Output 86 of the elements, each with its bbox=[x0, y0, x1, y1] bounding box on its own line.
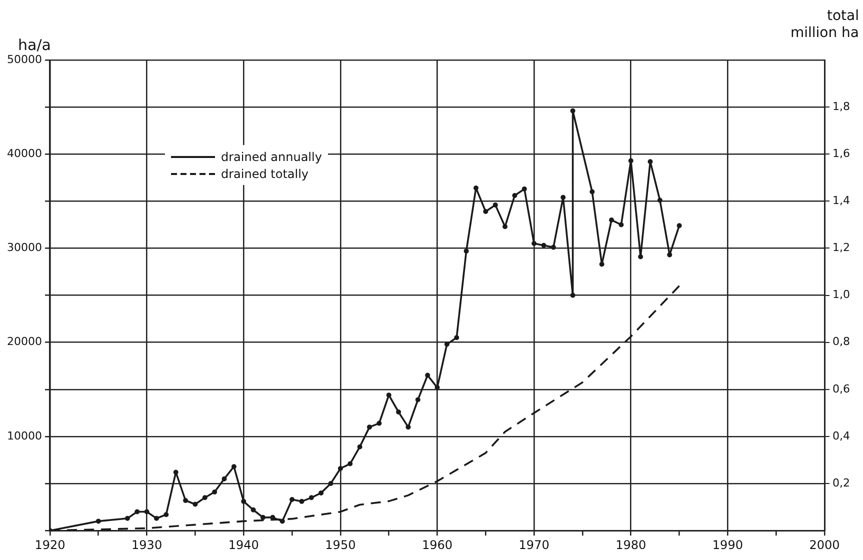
x-tick-label: 1940 bbox=[228, 538, 259, 552]
point bbox=[212, 490, 218, 495]
point bbox=[270, 514, 276, 520]
point bbox=[290, 497, 295, 502]
point bbox=[434, 385, 440, 390]
point bbox=[483, 209, 488, 214]
x-tick-label: 2000 bbox=[809, 538, 840, 552]
y2-tick-label: 0,2 bbox=[832, 476, 850, 490]
y2-tick-label: 0,4 bbox=[832, 429, 850, 442]
point bbox=[444, 342, 450, 347]
y2-tick-label: 0,6 bbox=[832, 382, 850, 396]
point bbox=[134, 509, 140, 514]
y2-tick-label: 1,4 bbox=[832, 194, 850, 208]
point bbox=[590, 189, 595, 194]
y2-tick-label: 1,2 bbox=[832, 241, 850, 254]
point bbox=[386, 392, 392, 398]
point bbox=[406, 424, 411, 430]
point bbox=[522, 186, 527, 192]
point bbox=[299, 498, 304, 504]
point bbox=[657, 198, 662, 203]
point bbox=[348, 461, 353, 466]
x-tick-label: 1970 bbox=[518, 538, 550, 552]
y2-axis-title: total million ha bbox=[789, 8, 859, 42]
x-tick-label: 1990 bbox=[712, 538, 743, 552]
point bbox=[357, 444, 362, 450]
point bbox=[425, 372, 430, 378]
y-tick-label: 20000 bbox=[6, 335, 42, 348]
point bbox=[260, 514, 266, 520]
x-tick-label: 1920 bbox=[34, 538, 66, 552]
point bbox=[550, 244, 556, 250]
x-tick-label: 1960 bbox=[422, 538, 453, 552]
point bbox=[648, 159, 653, 164]
point bbox=[541, 242, 546, 248]
point bbox=[676, 223, 682, 228]
point bbox=[618, 222, 624, 228]
point bbox=[454, 335, 460, 340]
point bbox=[473, 186, 478, 191]
point bbox=[570, 108, 576, 114]
point bbox=[396, 410, 402, 415]
y-tick-label: 40000 bbox=[6, 146, 42, 160]
y2-tick-label: 1,6 bbox=[832, 146, 850, 160]
point bbox=[222, 476, 227, 482]
y-tick-label: 30000 bbox=[6, 241, 42, 254]
point bbox=[154, 516, 159, 521]
point bbox=[96, 518, 101, 524]
point bbox=[628, 158, 634, 164]
point bbox=[570, 292, 576, 298]
point bbox=[512, 193, 518, 198]
y-tick-label: 10000 bbox=[6, 429, 42, 442]
point bbox=[124, 516, 130, 521]
point bbox=[667, 252, 672, 258]
y2-tick-label: 1,0 bbox=[832, 288, 850, 302]
point bbox=[492, 202, 498, 208]
point bbox=[202, 495, 208, 500]
point bbox=[183, 498, 188, 503]
y2-tick-label: 0,8 bbox=[832, 335, 850, 348]
y-tick-label: 50000 bbox=[6, 52, 42, 66]
x-tick-label: 1930 bbox=[132, 538, 162, 552]
point bbox=[638, 254, 644, 260]
point bbox=[376, 420, 382, 426]
point bbox=[173, 470, 178, 475]
x-tick-label: 1980 bbox=[616, 538, 646, 552]
point bbox=[144, 509, 150, 514]
point bbox=[532, 241, 537, 246]
point bbox=[366, 424, 372, 430]
point bbox=[318, 490, 324, 496]
point bbox=[241, 498, 246, 504]
point bbox=[231, 464, 236, 470]
point bbox=[599, 262, 604, 267]
legend-label: drained annually bbox=[221, 150, 322, 164]
point bbox=[560, 194, 566, 200]
point bbox=[308, 495, 314, 500]
y-axis-title: ha/a bbox=[18, 36, 51, 54]
point bbox=[328, 481, 334, 486]
point bbox=[502, 224, 508, 230]
point bbox=[164, 512, 169, 518]
point bbox=[192, 502, 198, 507]
point bbox=[280, 518, 285, 524]
point bbox=[338, 466, 343, 471]
x-tick-label: 1950 bbox=[325, 538, 356, 552]
y2-tick-label: 1,8 bbox=[832, 100, 850, 113]
legend-label: drained totally bbox=[221, 166, 309, 180]
point bbox=[250, 507, 256, 512]
point bbox=[415, 397, 420, 402]
point bbox=[609, 218, 614, 223]
point bbox=[464, 248, 469, 254]
